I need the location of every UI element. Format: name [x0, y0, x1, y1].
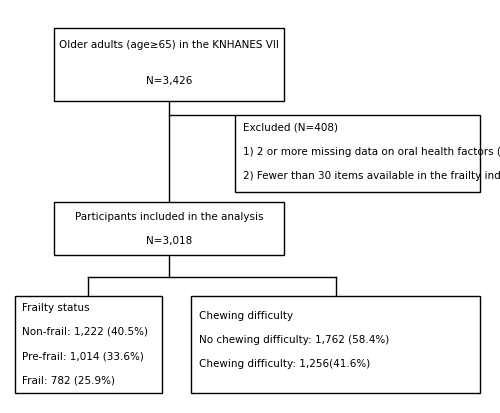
- Text: Participants included in the analysis: Participants included in the analysis: [75, 211, 264, 222]
- Text: Non-frail: 1,222 (40.5%): Non-frail: 1,222 (40.5%): [22, 327, 148, 337]
- Text: Frail: 782 (25.9%): Frail: 782 (25.9%): [22, 375, 115, 386]
- Text: Older adults (age≥65) in the KNHANES VII: Older adults (age≥65) in the KNHANES VII: [59, 40, 279, 50]
- Text: Excluded (N=408): Excluded (N=408): [242, 123, 338, 133]
- FancyBboxPatch shape: [191, 296, 480, 393]
- FancyBboxPatch shape: [15, 296, 162, 393]
- Text: N=3,426: N=3,426: [146, 76, 192, 86]
- Text: Chewing difficulty: 1,256(41.6%): Chewing difficulty: 1,256(41.6%): [198, 359, 370, 369]
- Text: Chewing difficulty: Chewing difficulty: [198, 311, 292, 321]
- Text: N=3,018: N=3,018: [146, 236, 192, 246]
- FancyBboxPatch shape: [236, 115, 480, 192]
- Text: No chewing difficulty: 1,762 (58.4%): No chewing difficulty: 1,762 (58.4%): [198, 335, 389, 345]
- Text: Pre-frail: 1,014 (33.6%): Pre-frail: 1,014 (33.6%): [22, 351, 144, 361]
- Text: 1) 2 or more missing data on oral health factors (N=67): 1) 2 or more missing data on oral health…: [242, 147, 500, 157]
- Text: Frailty status: Frailty status: [22, 303, 90, 313]
- Text: 2) Fewer than 30 items available in the frailty index (N=341): 2) Fewer than 30 items available in the …: [242, 171, 500, 181]
- FancyBboxPatch shape: [54, 202, 284, 255]
- FancyBboxPatch shape: [54, 28, 284, 101]
